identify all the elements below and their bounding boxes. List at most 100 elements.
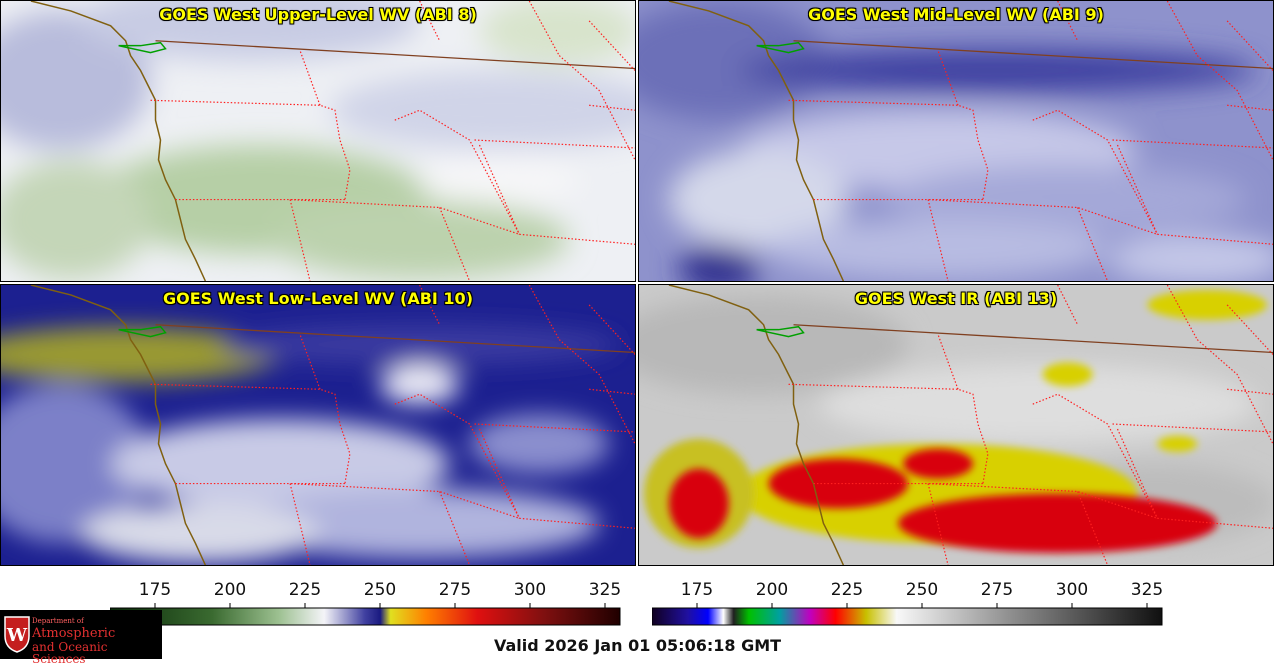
colorbar-tick-label: 275 [439, 580, 471, 600]
state-border [478, 144, 520, 235]
state-border [937, 50, 959, 106]
panel-title: GOES West Low-Level WV (ABI 10) [162, 289, 473, 308]
panel-title: GOES West Mid-Level WV (ABI 9) [808, 5, 1104, 24]
colorbar-tick-label: 200 [756, 580, 788, 600]
state-border [150, 383, 351, 484]
colorbar-gradient [652, 607, 1163, 626]
panel-mid-wv: GOES West Mid-Level WV (ABI 9) [638, 0, 1274, 282]
state-border [589, 388, 635, 395]
state-border [927, 483, 949, 565]
colorbar-ir-svg: 175 200 225 250 275 300 325 [652, 580, 1163, 626]
state-border [558, 55, 635, 161]
colorbar-ir: 175 200 225 250 275 300 325 [652, 574, 1172, 628]
state-border [439, 207, 471, 281]
state-border [1057, 285, 1079, 325]
panel-title: GOES West Upper-Level WV (ABI 8) [159, 5, 477, 24]
colorbar-tick-label: 275 [981, 580, 1013, 600]
state-border [394, 109, 520, 235]
coastline [668, 1, 845, 281]
state-border [439, 491, 471, 565]
colorbar-tick-label: 300 [514, 580, 546, 600]
state-border [1196, 55, 1273, 161]
state-border [1112, 139, 1273, 149]
colorbar-tick-label: 325 [589, 580, 621, 600]
colorbar-tick-label: 175 [139, 580, 171, 600]
state-border [289, 483, 311, 565]
colorbar-tick-label: 225 [289, 580, 321, 600]
state-border [478, 428, 520, 519]
map-overlay [30, 1, 635, 281]
state-border [394, 393, 520, 519]
state-border [1112, 423, 1273, 433]
valid-time: Valid 2026 Jan 01 05:06:18 GMT [493, 636, 782, 655]
international-border [793, 324, 1273, 354]
state-border [1032, 109, 1158, 235]
state-border [419, 1, 441, 41]
colorbar-tick-label: 325 [1131, 580, 1163, 600]
coastline [30, 1, 207, 281]
colorbar-tick-label: 225 [831, 580, 863, 600]
puget-sound [118, 41, 167, 54]
mid-wv-image [639, 1, 1273, 281]
state-border [1227, 104, 1273, 111]
map-overlay [30, 285, 635, 565]
state-border [419, 285, 441, 325]
state-border [1032, 393, 1158, 519]
international-border [155, 40, 635, 70]
state-border [588, 304, 635, 355]
state-border [1116, 144, 1158, 235]
state-border [588, 20, 635, 71]
coastline [30, 285, 207, 565]
logo-dept: Department of [32, 617, 84, 625]
puget-sound [118, 325, 167, 338]
map-overlay [668, 1, 1273, 281]
panel-low-wv: GOES West Low-Level WV (ABI 10) [0, 284, 636, 566]
colorbar-tick-label: 200 [214, 580, 246, 600]
international-border [155, 324, 635, 354]
colorbar-tick-label: 300 [1056, 580, 1088, 600]
state-border [474, 423, 635, 433]
state-border [788, 383, 989, 484]
puget-sound [756, 41, 805, 54]
state-border [788, 99, 989, 200]
state-border [299, 50, 321, 106]
svg-text:W: W [6, 625, 28, 646]
colorbar-tick-label: 175 [681, 580, 713, 600]
state-border [1196, 339, 1273, 445]
colorbar-gradient [110, 607, 621, 626]
state-border [1226, 304, 1273, 355]
state-border [175, 482, 520, 519]
state-border [1057, 1, 1079, 41]
state-border [558, 339, 635, 445]
state-border [927, 199, 949, 281]
colorbar-wv: 175 200 225 250 275 300 325 [110, 574, 630, 628]
state-border [937, 334, 959, 390]
ir-image [639, 285, 1273, 565]
state-border [1116, 428, 1158, 519]
logo-line1: Atmospheric [32, 626, 116, 641]
crest-icon: W [4, 616, 30, 653]
panel-ir: GOES West IR (ABI 13) [638, 284, 1274, 566]
state-border [813, 482, 1158, 519]
state-border [299, 334, 321, 390]
international-border [793, 40, 1273, 70]
state-border [474, 139, 635, 149]
state-border [175, 198, 520, 235]
state-border [1227, 388, 1273, 395]
state-border [1077, 207, 1109, 281]
colorbar-tick-label: 250 [364, 580, 396, 600]
state-border [289, 199, 311, 281]
state-border [589, 104, 635, 111]
puget-sound [756, 325, 805, 338]
state-border [1077, 491, 1109, 565]
state-border [1226, 20, 1273, 71]
colorbar-wv-svg: 175 200 225 250 275 300 325 [110, 580, 621, 626]
map-overlay [668, 285, 1273, 565]
panel-upper-wv: GOES West Upper-Level WV (ABI 8) [0, 0, 636, 282]
colorbar-tick-label: 250 [906, 580, 938, 600]
state-border [150, 99, 351, 200]
state-border [813, 198, 1158, 235]
upper-wv-image [1, 1, 635, 281]
low-wv-image [1, 285, 635, 565]
coastline [668, 285, 845, 565]
